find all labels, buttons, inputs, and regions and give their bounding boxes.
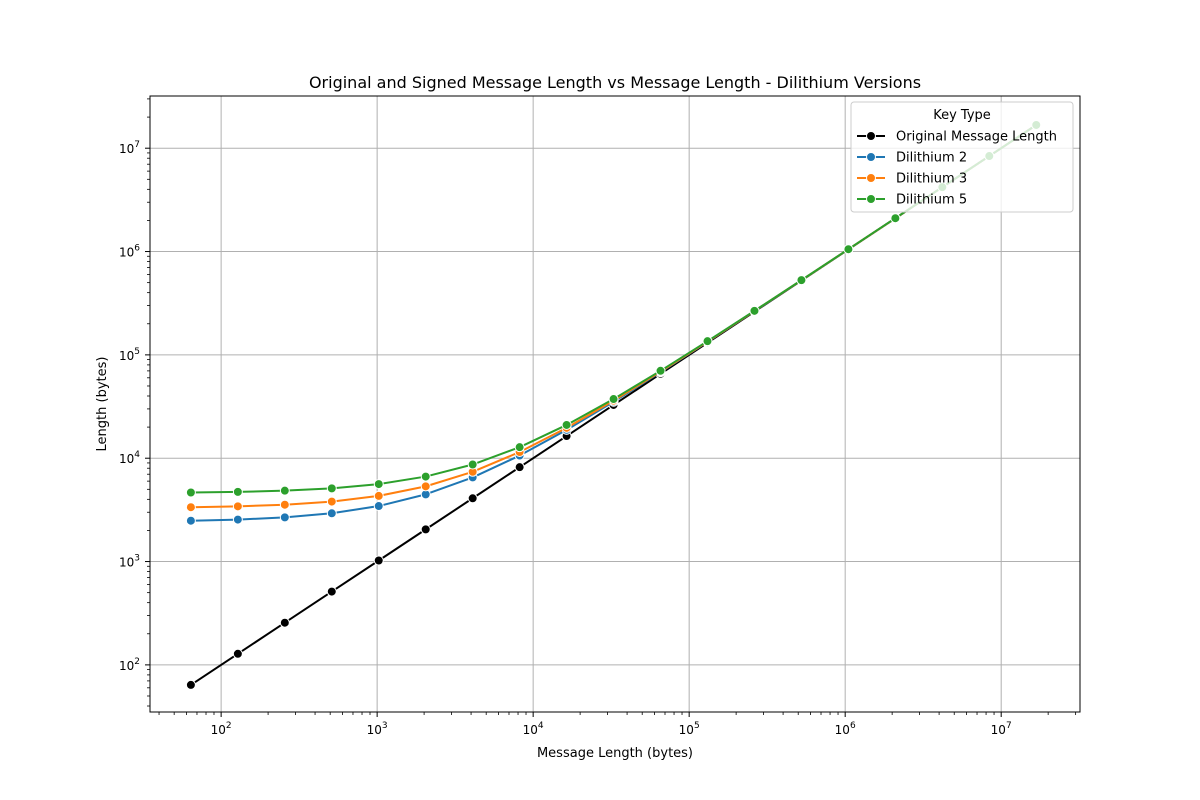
- legend: Key Type Original Message Length Dilithiu…: [850, 101, 1074, 213]
- data-point: [373, 555, 384, 566]
- chart-title: Original and Signed Message Length vs Me…: [309, 73, 921, 92]
- data-point: [326, 508, 337, 519]
- data-point: [655, 365, 666, 376]
- data-point: [373, 479, 384, 490]
- y-tick-label: 105: [119, 347, 140, 363]
- data-point: [279, 499, 290, 510]
- legend-entry: Original Message Length: [857, 130, 1057, 145]
- legend-entry: Dilithium 5: [857, 193, 967, 208]
- legend-box: [850, 101, 1074, 213]
- data-point: [608, 394, 619, 405]
- data-point: [749, 305, 760, 316]
- major-ticks: [145, 147, 1002, 717]
- x-tick-label: 102: [211, 721, 232, 737]
- legend-entry: Dilithium 3: [857, 172, 967, 187]
- x-tick-label: 105: [679, 721, 700, 737]
- plot-frame: [149, 95, 1081, 713]
- legend-swatch-marker: [866, 152, 876, 162]
- data-point: [185, 487, 196, 498]
- legend-entries: Original Message Length Dilithium 2 Dilith…: [857, 130, 1057, 208]
- data-point: [232, 648, 243, 659]
- legend-swatch-marker: [866, 194, 876, 204]
- data-point: [326, 586, 337, 597]
- y-tick-label: 106: [119, 244, 140, 260]
- x-tick-label: 106: [835, 721, 856, 737]
- x-tick-label: 104: [523, 721, 544, 737]
- grid: [150, 96, 1080, 712]
- data-point: [702, 336, 713, 347]
- data-point: [326, 496, 337, 507]
- y-axis-label: Length (bytes): [95, 357, 110, 452]
- data-point: [467, 459, 478, 470]
- legend-label: Dilithium 2: [896, 151, 967, 166]
- legend-label: Dilithium 3: [896, 172, 967, 187]
- legend-swatch-marker: [866, 131, 876, 141]
- legend-title: Key Type: [933, 108, 991, 123]
- data-point: [279, 512, 290, 523]
- data-point: [420, 481, 431, 492]
- x-axis-label: Message Length (bytes): [537, 746, 693, 761]
- legend-entry: Dilithium 2: [857, 151, 967, 166]
- y-tick-label: 107: [119, 140, 140, 156]
- y-tick-labels: 102 103 104 105 106 107: [119, 140, 140, 673]
- data-point: [326, 483, 337, 494]
- data-point: [232, 501, 243, 512]
- data-point: [185, 515, 196, 526]
- data-point: [514, 442, 525, 453]
- legend-label: Dilithium 5: [896, 193, 967, 208]
- legend-label: Original Message Length: [896, 130, 1057, 145]
- data-point: [185, 502, 196, 513]
- x-tick-label: 103: [367, 721, 388, 737]
- legend-swatch-marker: [866, 173, 876, 183]
- x-tick-label: 107: [991, 721, 1012, 737]
- y-tick-label: 104: [119, 450, 140, 466]
- y-tick-label: 103: [119, 554, 140, 570]
- x-tick-labels: 102 103 104 105 106 107: [211, 721, 1012, 737]
- data-point: [420, 471, 431, 482]
- data-point: [467, 493, 478, 504]
- data-point: [890, 213, 901, 224]
- data-point: [561, 419, 572, 430]
- data-point: [232, 514, 243, 525]
- data-point: [373, 501, 384, 512]
- data-point: [185, 679, 196, 690]
- data-point: [279, 617, 290, 628]
- data-point: [279, 485, 290, 496]
- data-point: [373, 490, 384, 501]
- data-point: [514, 462, 525, 473]
- data-point: [796, 275, 807, 286]
- data-point: [420, 524, 431, 535]
- data-point: [232, 486, 243, 497]
- y-tick-label: 102: [119, 657, 140, 673]
- data-point: [843, 244, 854, 255]
